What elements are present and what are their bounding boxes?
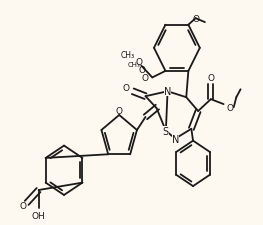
- Text: N: N: [164, 87, 171, 97]
- Text: O: O: [20, 201, 27, 210]
- Text: N: N: [171, 134, 179, 144]
- Text: CH₃: CH₃: [120, 51, 134, 60]
- Text: O: O: [207, 74, 214, 83]
- Text: CH₃: CH₃: [127, 61, 140, 67]
- Text: O: O: [227, 103, 234, 112]
- Text: O: O: [123, 83, 129, 92]
- Text: S: S: [163, 126, 169, 136]
- Text: O: O: [141, 74, 148, 83]
- Text: O: O: [139, 66, 146, 75]
- Text: O: O: [116, 106, 123, 115]
- Text: OH: OH: [32, 211, 45, 220]
- Text: O: O: [193, 15, 200, 24]
- Text: O: O: [135, 58, 142, 67]
